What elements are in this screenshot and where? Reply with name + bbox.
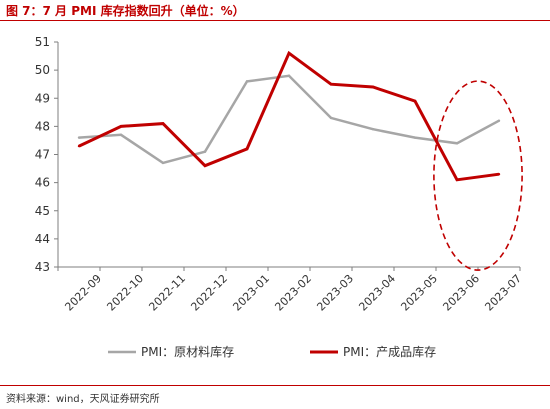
x-tick-label: 2023-04: [356, 272, 398, 314]
data-point: [371, 85, 375, 89]
data-point: [287, 52, 291, 55]
x-tick-label: 2023-03: [314, 272, 356, 314]
data-point: [329, 82, 333, 86]
chart-series: [77, 50, 501, 182]
x-tick-label: 2023-07: [482, 272, 524, 314]
data-point: [161, 122, 165, 125]
chart-legend: PMI：原材料库存 PMI：产成品库存: [108, 344, 436, 359]
x-tick-label: 2023-01: [230, 272, 272, 314]
series-line-2: [78, 50, 500, 182]
y-tick-label: 46: [35, 176, 50, 190]
y-tick-label: 43: [35, 260, 50, 274]
y-tick-label: 45: [35, 204, 50, 218]
data-point: [245, 147, 249, 151]
data-point: [287, 74, 291, 77]
data-point: [497, 119, 501, 122]
y-tick-label: 51: [35, 35, 50, 49]
data-point: [455, 178, 459, 182]
data-point: [329, 116, 333, 120]
data-point: [371, 127, 375, 131]
y-tick-label: 50: [35, 63, 50, 77]
data-point: [413, 136, 417, 139]
x-tick-label: 2022-10: [104, 272, 146, 314]
x-tick-label: 2023-02: [272, 272, 314, 314]
legend-label: PMI：原材料库存: [141, 344, 234, 359]
source-divider: [0, 385, 550, 386]
data-point: [413, 99, 417, 103]
data-point: [161, 161, 165, 165]
data-point: [497, 172, 501, 176]
chart-annotation: [433, 80, 523, 271]
y-tick-label: 44: [35, 232, 50, 246]
y-tick-label: 47: [35, 148, 50, 162]
data-point: [203, 150, 207, 153]
data-point: [455, 142, 459, 145]
title-divider: [0, 20, 550, 21]
legend-label: PMI：产成品库存: [343, 344, 436, 359]
x-tick-label: 2022-12: [188, 272, 230, 314]
x-tick-label: 2022-09: [62, 272, 104, 314]
y-tick-label: 48: [35, 119, 50, 133]
source-note: 资料来源：wind，天风证券研究所: [6, 394, 160, 405]
data-point: [119, 125, 123, 128]
y-tick-label: 49: [35, 91, 50, 105]
data-point: [77, 144, 81, 148]
data-point: [203, 164, 207, 167]
highlight-ellipse: [433, 80, 523, 271]
x-tick-label: 2023-05: [398, 272, 440, 314]
data-point: [119, 133, 123, 137]
x-tick-label: 2022-11: [146, 272, 188, 314]
x-tick-label: 2023-06: [440, 272, 482, 314]
data-point: [245, 80, 249, 83]
data-point: [77, 136, 81, 139]
chart-title: 图 7：7 月 PMI 库存指数回升（单位：%）: [6, 4, 245, 18]
